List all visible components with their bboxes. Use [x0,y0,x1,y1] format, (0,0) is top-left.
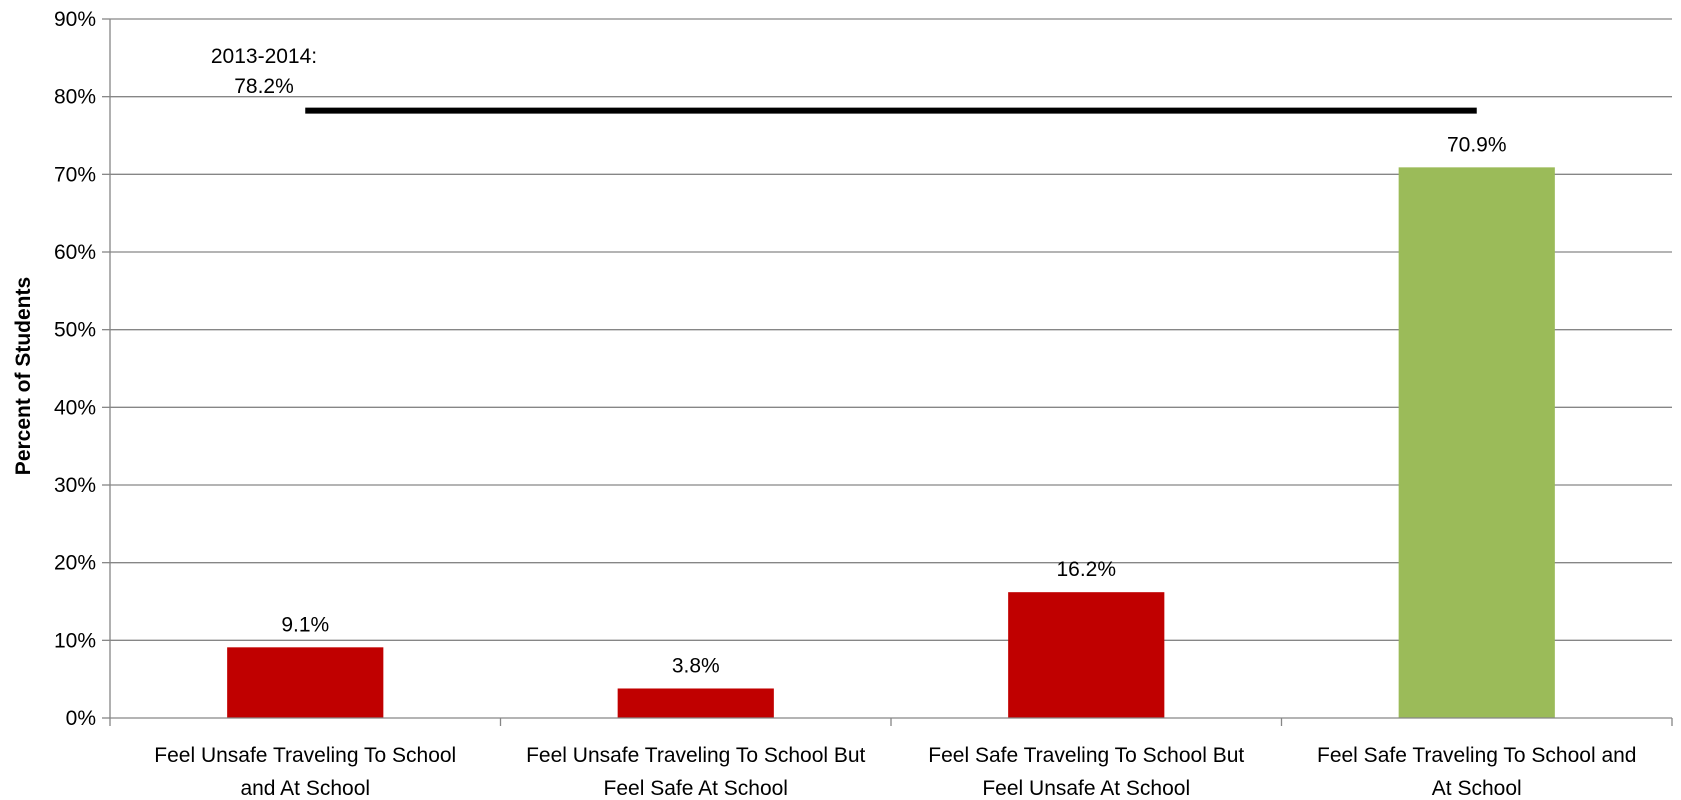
bars: 9.1% 3.8% 16.2% 70.9% [227,133,1555,719]
y-tick-label: 30% [54,474,96,497]
y-tick-label: 80% [54,86,96,109]
data-label: 9.1% [281,613,329,636]
y-axis-label: Percent of Students [12,277,35,475]
reference-line-label: 2013-2014: 78.2% [211,45,317,98]
y-tick-label: 50% [54,319,96,342]
x-category-label: Feel Unsafe Traveling To School and At Sc… [154,744,456,800]
x-axis: Feel Unsafe Traveling To School and At Sc… [109,717,1673,800]
x-category-label: Feel Safe Traveling To School and At Scho… [1317,744,1636,800]
bar [227,647,384,718]
gridlines [110,18,1672,641]
y-tick-label: 90% [54,8,96,31]
x-category-label: Feel Unsafe Traveling To School But Feel … [526,744,865,800]
y-tick-label: 0% [66,707,96,730]
reference-line-group: 2013-2014: 78.2% [211,45,1477,114]
y-tick-label: 70% [54,163,96,186]
bar [617,688,774,718]
bar [1398,167,1555,719]
y-tick-label: 60% [54,241,96,264]
y-axis-ticks: 0% 10% 20% 30% 40% 50% 60% 70% 80% 90% [54,8,111,730]
data-label: 70.9% [1447,133,1507,156]
bar [1008,592,1165,718]
data-label: 16.2% [1056,558,1116,581]
x-category-label: Feel Safe Traveling To School But Feel Un… [928,744,1244,800]
y-tick-label: 20% [54,552,96,575]
y-tick-label: 40% [54,396,96,419]
y-tick-label: 10% [54,629,96,652]
data-label: 3.8% [672,654,720,677]
